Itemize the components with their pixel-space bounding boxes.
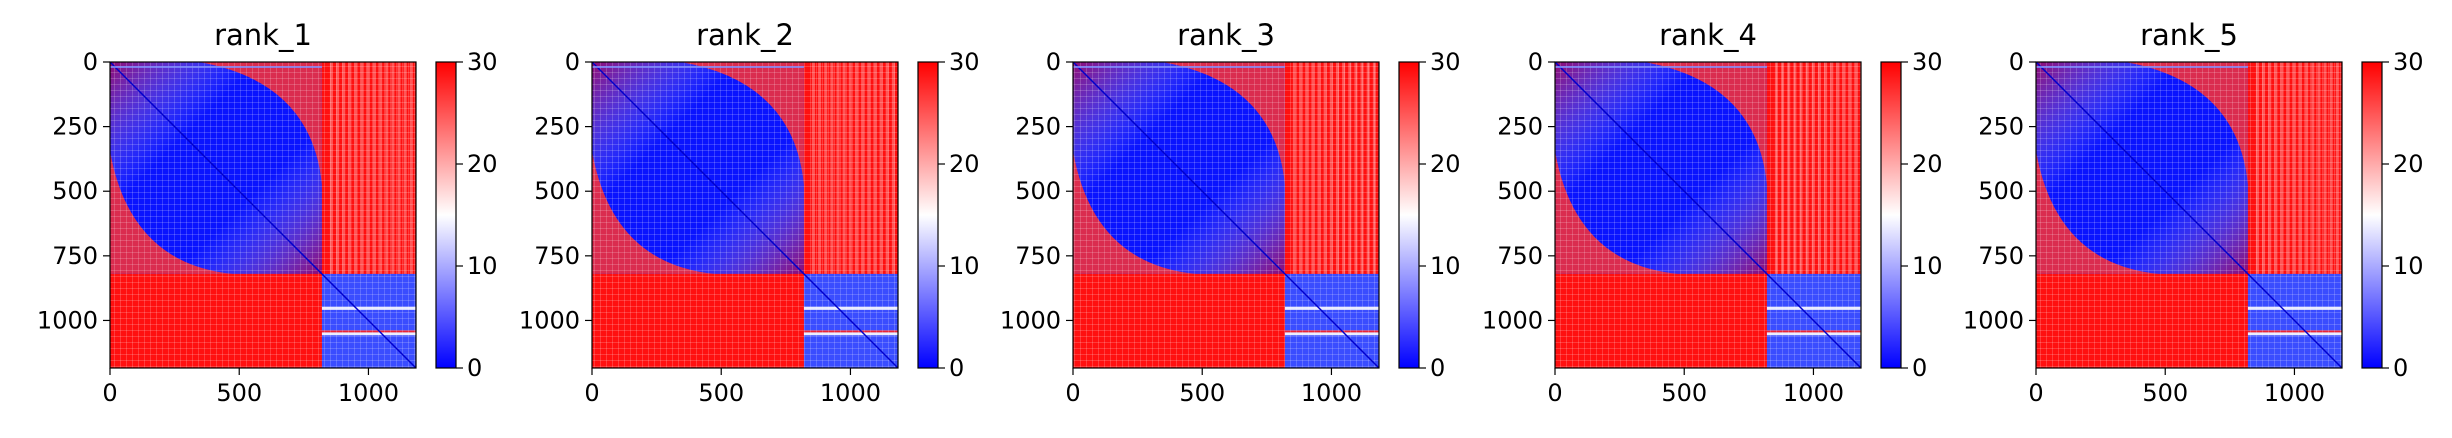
colorbar: [917, 61, 939, 369]
y-tick-label: 500: [1015, 177, 1061, 205]
x-tick-label: 1000: [2264, 379, 2325, 407]
colorbar-tick-label: 0: [1430, 354, 1445, 382]
plot-frame: [591, 61, 899, 369]
heatmap-panel-2: rank_2 0 500 1000 0 250 500 750 1000 0 10 20 30: [519, 18, 980, 407]
y-tick-label: 1000: [1963, 306, 2024, 334]
x-tick-label: 0: [1547, 379, 1562, 407]
colorbar-tick-label: 30: [467, 48, 498, 76]
y-tick-label: 500: [534, 177, 580, 205]
colorbar: [2361, 61, 2383, 369]
y-tick-label: 750: [1497, 242, 1543, 270]
y-tick-label: 0: [1046, 48, 1061, 76]
y-tick-label: 750: [1978, 242, 2024, 270]
x-tick-label: 1000: [1783, 379, 1844, 407]
colorbar-tick-label: 10: [1430, 252, 1461, 280]
plot-frame: [2035, 61, 2343, 369]
x-tick-label: 500: [1661, 379, 1707, 407]
heatmap-panel-4: rank_4 0 500 1000 0 250 500 750 1000 0 10 20 30: [1482, 18, 1943, 407]
y-tick-label: 750: [52, 242, 98, 270]
colorbar-tick-label: 10: [467, 252, 498, 280]
x-tick-label: 0: [584, 379, 599, 407]
colorbar-tick-label: 10: [1912, 252, 1943, 280]
heatmap-panel-1: rank_1 0 500 1000 0 250 500 750 1000 0 10 20 30: [37, 18, 498, 407]
colorbar-tick-label: 30: [2393, 48, 2424, 76]
heatmap-panel-5: rank_5 0 500 1000 0 250 500 750 1000 0 10 20 30: [1963, 18, 2424, 407]
y-tick-label: 0: [2009, 48, 2024, 76]
heatmap-image: [2036, 62, 2342, 368]
chart-title: rank_3: [1177, 18, 1275, 52]
colorbar-tick-label: 0: [2393, 354, 2408, 382]
x-tick-label: 500: [698, 379, 744, 407]
x-tick-label: 1000: [820, 379, 881, 407]
colorbar-tick-label: 30: [1912, 48, 1943, 76]
y-tick-label: 250: [534, 113, 580, 141]
heatmap-image: [110, 62, 416, 368]
plot-frame: [109, 61, 417, 369]
y-tick-label: 750: [534, 242, 580, 270]
chart-title: rank_1: [214, 18, 312, 52]
y-tick-label: 500: [1497, 177, 1543, 205]
chart-title: rank_2: [696, 18, 794, 52]
x-tick-label: 500: [1179, 379, 1225, 407]
y-tick-label: 1000: [1000, 306, 1061, 334]
colorbar-tick-label: 0: [949, 354, 964, 382]
colorbar-tick-label: 20: [949, 150, 980, 178]
colorbar-tick-label: 20: [467, 150, 498, 178]
y-tick-label: 0: [1528, 48, 1543, 76]
heatmap-panel-3: rank_3 0 500 1000 0 250 500 750 1000 0 10 20 30: [1000, 18, 1461, 407]
y-tick-label: 0: [565, 48, 580, 76]
x-tick-label: 1000: [1301, 379, 1362, 407]
y-tick-label: 0: [83, 48, 98, 76]
colorbar-tick-label: 20: [1430, 150, 1461, 178]
y-tick-label: 750: [1015, 242, 1061, 270]
heatmap-image: [1555, 62, 1861, 368]
x-tick-label: 500: [2142, 379, 2188, 407]
colorbar-tick-label: 10: [949, 252, 980, 280]
colorbar-tick-label: 30: [1430, 48, 1461, 76]
y-tick-label: 250: [1015, 113, 1061, 141]
y-tick-label: 1000: [1482, 306, 1543, 334]
y-tick-label: 250: [52, 113, 98, 141]
plot-frame: [1554, 61, 1862, 369]
colorbar-tick-label: 0: [1912, 354, 1927, 382]
colorbar-tick-label: 20: [1912, 150, 1943, 178]
colorbar: [1398, 61, 1420, 369]
colorbar: [435, 61, 457, 369]
colorbar-tick-label: 20: [2393, 150, 2424, 178]
y-tick-label: 250: [1497, 113, 1543, 141]
y-tick-label: 1000: [519, 306, 580, 334]
colorbar: [1880, 61, 1902, 369]
plot-frame: [1072, 61, 1380, 369]
colorbar-tick-label: 0: [467, 354, 482, 382]
y-tick-label: 250: [1978, 113, 2024, 141]
chart-title: rank_5: [2140, 18, 2238, 52]
heatmap-image: [1073, 62, 1379, 368]
x-tick-label: 0: [1065, 379, 1080, 407]
y-tick-label: 1000: [37, 306, 98, 334]
x-tick-label: 1000: [338, 379, 399, 407]
y-tick-label: 500: [52, 177, 98, 205]
x-tick-label: 500: [216, 379, 262, 407]
x-tick-label: 0: [2028, 379, 2043, 407]
heatmap-image: [592, 62, 898, 368]
colorbar-tick-label: 10: [2393, 252, 2424, 280]
x-tick-label: 0: [102, 379, 117, 407]
colorbar-tick-label: 30: [949, 48, 980, 76]
chart-title: rank_4: [1659, 18, 1757, 52]
y-tick-label: 500: [1978, 177, 2024, 205]
